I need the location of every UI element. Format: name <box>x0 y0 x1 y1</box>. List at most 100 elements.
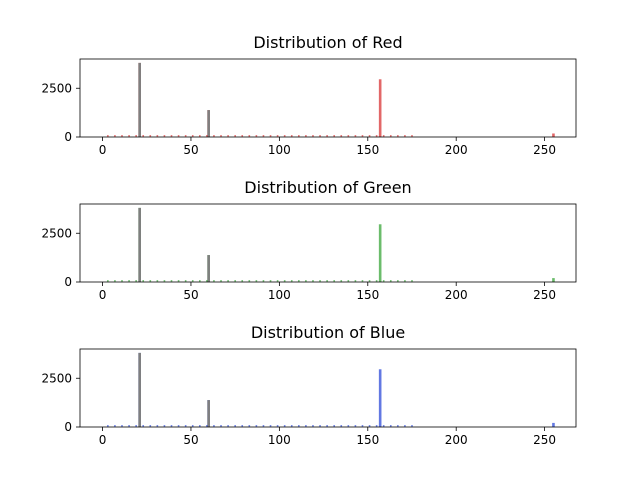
noise-bar <box>269 280 272 282</box>
noise-bar <box>340 135 343 137</box>
noise-bar <box>283 280 286 282</box>
noise-bar <box>227 425 229 427</box>
bar-255 <box>552 422 555 427</box>
noise-bar <box>276 135 279 137</box>
noise-bar <box>114 425 116 427</box>
noise-bar <box>262 135 265 137</box>
noise-bar <box>184 135 187 137</box>
noise-bar <box>142 135 145 137</box>
x-tick-label: 0 <box>99 288 107 302</box>
noise-bar <box>177 425 180 427</box>
y-tick-label: 0 <box>64 275 72 289</box>
noise-bar <box>326 280 328 282</box>
noise-bar <box>248 280 251 282</box>
noise-bar <box>319 280 321 282</box>
noise-bar <box>262 280 265 282</box>
noise-bar <box>404 425 406 427</box>
noise-bar <box>199 135 201 137</box>
noise-bar <box>206 135 208 137</box>
overlap-bar-60 <box>207 400 210 427</box>
bar-255 <box>552 278 555 282</box>
noise-bar <box>262 425 265 427</box>
noise-bar <box>128 135 130 137</box>
noise-bar <box>220 425 222 427</box>
noise-bar <box>191 280 194 282</box>
overlap-bar-60 <box>207 110 210 137</box>
noise-bar <box>163 425 166 427</box>
subplot-title: Distribution of Green <box>244 178 411 197</box>
noise-bar <box>269 135 272 137</box>
noise-bar <box>283 425 286 427</box>
noise-bar <box>283 135 286 137</box>
noise-bar <box>248 425 251 427</box>
x-tick-label: 200 <box>445 143 468 157</box>
noise-bar <box>128 280 130 282</box>
x-tick-label: 200 <box>445 288 468 302</box>
noise-bar <box>276 425 279 427</box>
noise-bar <box>177 135 180 137</box>
noise-bar <box>128 425 130 427</box>
noise-bar <box>234 135 236 137</box>
noise-bar <box>354 135 357 137</box>
axes-frame <box>79 348 577 428</box>
x-tick-label: 200 <box>445 433 468 447</box>
noise-bar <box>319 425 321 427</box>
noise-bar <box>375 425 378 427</box>
noise-bar <box>156 425 159 427</box>
noise-bar <box>163 280 166 282</box>
noise-bar <box>135 280 137 282</box>
x-tick-label: 50 <box>183 433 198 447</box>
subplot-title: Distribution of Blue <box>251 323 405 342</box>
noise-bar <box>199 425 201 427</box>
x-tick-label: 0 <box>99 433 107 447</box>
noise-bar <box>107 425 109 427</box>
noise-bar <box>389 135 392 137</box>
noise-bar <box>177 280 180 282</box>
noise-bar <box>354 280 357 282</box>
noise-bar <box>184 425 187 427</box>
noise-bar <box>107 280 109 282</box>
bar-157 <box>378 369 382 427</box>
x-tick-label: 250 <box>533 143 556 157</box>
noise-bar <box>234 280 236 282</box>
noise-bar <box>170 280 173 282</box>
noise-bar <box>276 280 279 282</box>
axes-frame <box>79 58 577 138</box>
noise-bar <box>382 425 385 427</box>
x-tick-label: 150 <box>356 288 379 302</box>
noise-bar <box>389 425 392 427</box>
noise-bar <box>191 425 194 427</box>
noise-bar <box>298 425 300 427</box>
noise-bar <box>411 135 413 137</box>
y-tick-label: 2500 <box>41 226 72 240</box>
noise-bar <box>213 135 215 137</box>
noise-bar <box>312 135 314 137</box>
noise-bar <box>248 135 251 137</box>
noise-bar <box>234 425 236 427</box>
noise-bar <box>333 425 335 427</box>
noise-bar <box>312 280 314 282</box>
noise-bar <box>191 135 194 137</box>
noise-bar <box>411 280 413 282</box>
x-tick-label: 150 <box>356 143 379 157</box>
noise-bar <box>121 280 123 282</box>
noise-bar <box>213 425 215 427</box>
y-tick-label: 0 <box>64 130 72 144</box>
x-tick-label: 250 <box>533 433 556 447</box>
noise-bar <box>361 425 364 427</box>
noise-bar <box>184 280 187 282</box>
noise-bar <box>156 135 159 137</box>
noise-bar <box>255 425 258 427</box>
noise-bar <box>382 280 385 282</box>
noise-bar <box>142 280 145 282</box>
noise-bar <box>298 280 300 282</box>
noise-bar <box>290 425 293 427</box>
noise-bar <box>142 425 145 427</box>
noise-bar <box>340 425 343 427</box>
noise-bar <box>368 425 371 427</box>
noise-bar <box>227 135 229 137</box>
noise-bar <box>149 425 152 427</box>
